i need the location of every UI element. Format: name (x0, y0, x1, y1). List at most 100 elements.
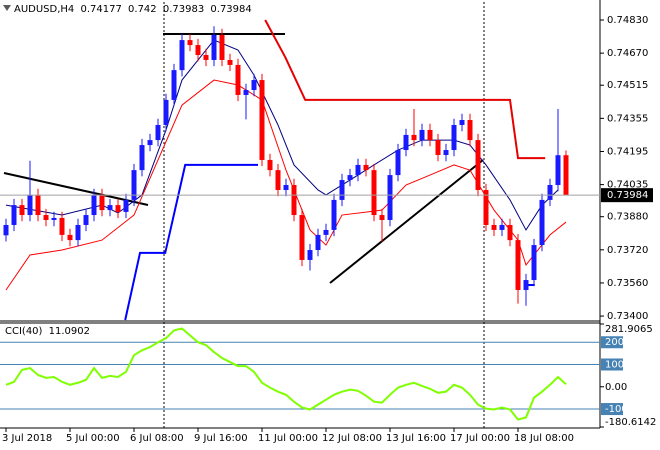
candle-body (371, 170, 377, 216)
indicator-line (264, 19, 546, 160)
y-tick-label: 0.00 (605, 382, 627, 393)
x-tick-label: 6 Jul 08:00 (130, 433, 184, 444)
candle-body (227, 59, 233, 65)
candle-body (171, 70, 177, 100)
y-tick-label: 0.73560 (607, 278, 648, 289)
level-label: -100 (605, 404, 628, 415)
candle-body (483, 189, 489, 225)
indicator-line (5, 327, 567, 421)
candle-body (331, 199, 337, 230)
candle-body (147, 140, 153, 146)
candle-body (443, 150, 449, 155)
candle-body (451, 124, 457, 151)
current-price-box (601, 188, 653, 203)
trend-line (3, 172, 149, 206)
candle-body (83, 215, 89, 225)
candle-body (51, 217, 57, 221)
symbol: AUDUSD,H4 (14, 4, 74, 15)
x-tick-label: 11 Jul 00:00 (258, 433, 318, 444)
y-tick-label: 0.74355 (607, 113, 648, 124)
open: 0.74177 (80, 4, 121, 15)
candle-body (315, 234, 321, 251)
y-tick-label: -180.6142 (605, 417, 656, 428)
symbol-icon (3, 5, 11, 11)
candle-body (563, 155, 569, 196)
candle-body (267, 159, 273, 171)
candle-body (203, 55, 209, 60)
high: 0.742 (128, 4, 157, 15)
candle-body (35, 194, 41, 216)
y-tick-label: 0.74515 (607, 80, 648, 91)
candle-body (187, 40, 193, 46)
candle-body (107, 205, 113, 211)
candle-body (491, 224, 497, 230)
candle-body (91, 194, 97, 216)
candle-body (123, 199, 129, 212)
level-label: 200 (605, 337, 624, 348)
candle-body (347, 175, 353, 181)
candle-body (339, 180, 345, 200)
candle-body (323, 229, 329, 235)
candle-body (411, 134, 417, 141)
level-label-box (601, 358, 623, 371)
candle-body (355, 164, 361, 176)
candle-body (395, 150, 401, 176)
x-tick-label: 9 Jul 16:00 (194, 433, 248, 444)
x-tick-label: 5 Jul 00:00 (66, 433, 120, 444)
indicator-line (124, 163, 258, 321)
trend-line (329, 159, 484, 284)
candle-body (539, 199, 545, 246)
candle-body (299, 215, 305, 260)
candle-body (75, 224, 81, 241)
candle-body (115, 205, 121, 212)
candle-body (435, 140, 441, 155)
candle-body (419, 129, 425, 141)
level-label: 100 (605, 360, 624, 371)
candle-body (499, 224, 505, 230)
x-tick-label: 13 Jul 16:00 (386, 433, 446, 444)
candle-body (59, 217, 65, 235)
candle-body (19, 205, 25, 216)
candle-body (219, 34, 225, 60)
candle-body (139, 145, 145, 171)
candle-body (555, 155, 561, 186)
candle-body (275, 170, 281, 190)
x-tick-label: 18 Jul 08:00 (514, 433, 574, 444)
level-label-box (601, 403, 623, 416)
y-tick-label: 0.74035 (607, 180, 648, 191)
indicator-header: CCI(40) 11.0902 (5, 326, 90, 337)
candle-body (67, 234, 73, 241)
y-tick-label: 0.74830 (607, 15, 648, 26)
candle-body (283, 185, 289, 190)
x-tick-label: 12 Jul 08:00 (322, 433, 382, 444)
candle-body (363, 164, 369, 171)
candle-body (523, 280, 529, 290)
candle-body (211, 34, 217, 60)
current-price-label: 0.73984 (607, 190, 648, 201)
candle-body (251, 80, 257, 90)
level-label-box (601, 336, 623, 349)
candle-body (427, 129, 433, 141)
y-tick-label: 0.73880 (607, 212, 648, 223)
candle-body (131, 170, 137, 200)
candle-body (11, 205, 17, 225)
candle-body (547, 185, 553, 200)
candle-body (3, 224, 9, 236)
candle-body (235, 64, 241, 95)
candle-body (195, 45, 201, 55)
candle-body (515, 240, 521, 290)
x-tick-label: 17 Jul 00:00 (450, 433, 510, 444)
y-tick-label: 0.73720 (607, 245, 648, 256)
candle-body (531, 245, 537, 281)
candle-body (179, 40, 185, 71)
close: 0.73984 (210, 4, 251, 15)
candle-body (291, 185, 297, 216)
candle-body (403, 134, 409, 151)
candle-body (163, 99, 169, 125)
candle-body (475, 140, 481, 190)
candle-body (507, 224, 513, 241)
candle-body (459, 120, 465, 125)
